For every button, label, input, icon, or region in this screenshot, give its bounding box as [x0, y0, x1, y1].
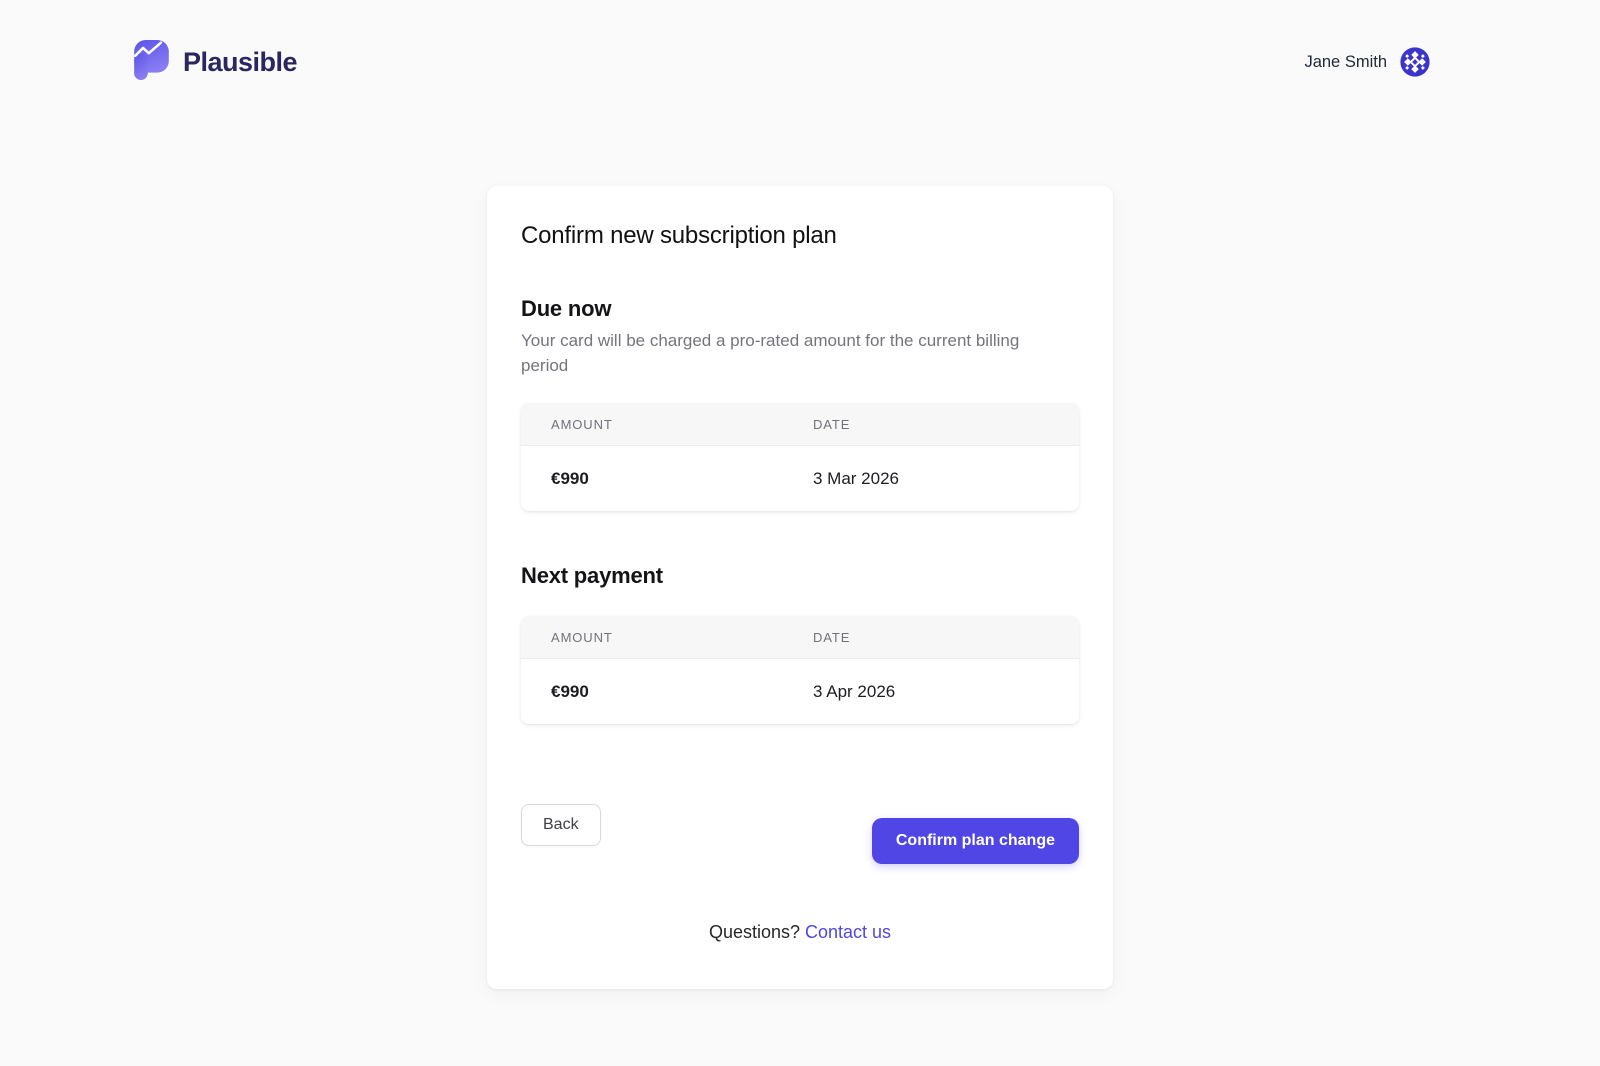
top-header: Plausible Jane Smith [0, 0, 1600, 86]
action-buttons-row: Back Confirm plan change [521, 804, 1079, 865]
brand-name: Plausible [183, 46, 298, 77]
due-now-description: Your card will be charged a pro-rated am… [521, 331, 1020, 375]
confirm-plan-card: Confirm new subscription plan Due now Yo… [487, 186, 1113, 990]
date-value: 3 Mar 2026 [813, 468, 899, 488]
user-avatar-icon[interactable] [1400, 47, 1430, 77]
questions-line: Questions? Contact us [521, 922, 1079, 943]
amount-column-header: AMOUNT [551, 416, 613, 432]
next-payment-table: AMOUNT DATE €990 3 Apr 2026 [521, 616, 1079, 725]
date-value: 3 Apr 2026 [813, 681, 896, 701]
amount-value: €990 [551, 681, 589, 701]
due-now-heading: Due now [521, 296, 612, 321]
amount-value: €990 [551, 468, 589, 488]
confirm-plan-change-button[interactable]: Confirm plan change [871, 818, 1079, 865]
contact-us-link[interactable]: Contact us [805, 922, 892, 943]
main-content: Confirm new subscription plan Due now Yo… [0, 186, 1600, 990]
amount-column-header: AMOUNT [551, 629, 613, 645]
table-header-row: AMOUNT DATE [521, 616, 1079, 660]
table-header-row: AMOUNT DATE [521, 403, 1079, 447]
next-payment-heading: Next payment [521, 563, 663, 589]
due-now-table: AMOUNT DATE €990 3 Mar 2026 [521, 403, 1079, 512]
questions-label: Questions? [708, 922, 800, 943]
user-menu[interactable]: Jane Smith [1304, 47, 1430, 77]
plausible-logo-icon [133, 39, 171, 86]
brand[interactable]: Plausible [133, 39, 298, 86]
date-column-header: DATE [813, 629, 851, 645]
date-column-header: DATE [813, 416, 851, 432]
user-name: Jane Smith [1304, 52, 1387, 71]
page-title: Confirm new subscription plan [521, 222, 837, 249]
table-row: €990 3 Apr 2026 [521, 659, 1079, 725]
back-button[interactable]: Back [521, 804, 601, 847]
table-row: €990 3 Mar 2026 [521, 446, 1079, 512]
